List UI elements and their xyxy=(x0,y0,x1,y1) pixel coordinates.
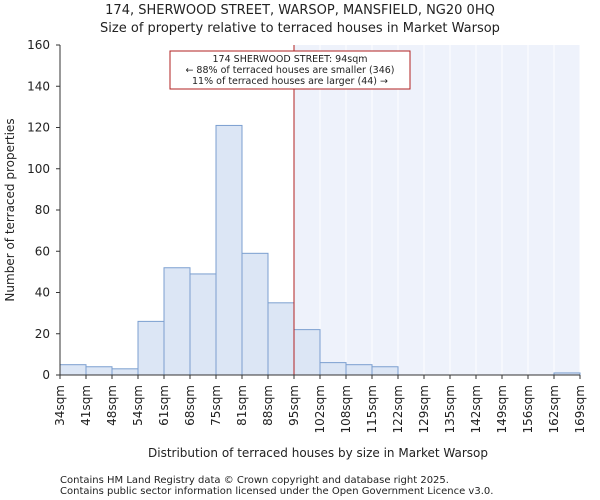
y-tick-label: 160 xyxy=(27,38,50,52)
bar-54sqm xyxy=(137,320,165,376)
x-tick-label: 81sqm xyxy=(235,385,249,426)
x-tick-label: 135sqm xyxy=(443,385,457,433)
annotation-line1: 174 SHERWOOD STREET: 94sqm xyxy=(213,54,368,65)
x-tick-label: 129sqm xyxy=(417,385,431,433)
annotation-box xyxy=(169,50,411,90)
bar-48sqm xyxy=(111,368,139,376)
bar-108sqm xyxy=(345,364,373,376)
bar-88sqm xyxy=(267,302,295,376)
y-tick-label: 60 xyxy=(35,244,50,258)
x-tick-label: 34sqm xyxy=(53,385,67,426)
footer-licence: Contains public sector information licen… xyxy=(60,486,493,497)
y-axis-ticks: 0 20 40 60 80 100 120 140 160 xyxy=(27,38,60,382)
x-axis-label: Distribution of terraced houses by size … xyxy=(148,446,488,460)
bar-75sqm xyxy=(215,124,243,376)
x-tick-label: 162sqm xyxy=(547,385,561,433)
annotation-line3: 11% of terraced houses are larger (44) → xyxy=(192,76,388,87)
y-tick-label: 140 xyxy=(27,79,50,93)
y-tick-label: 80 xyxy=(35,203,50,217)
bar-102sqm xyxy=(319,362,347,376)
x-tick-label: 68sqm xyxy=(183,385,197,426)
chart-title-line2: Size of property relative to terraced ho… xyxy=(100,21,500,36)
bars-group xyxy=(59,45,581,376)
y-tick-label: 0 xyxy=(42,368,50,382)
x-tick-label: 54sqm xyxy=(131,385,145,426)
x-tick-label: 122sqm xyxy=(391,385,405,433)
x-axis-ticks: 34sqm 41sqm 48sqm 54sqm 61sqm 68sqm 75sqm 81sqm… xyxy=(53,375,587,433)
y-tick-label: 120 xyxy=(27,121,50,135)
x-tick-label: 142sqm xyxy=(469,385,483,433)
bar-68sqm xyxy=(189,273,217,376)
bar-41sqm xyxy=(85,366,113,376)
x-tick-label: 108sqm xyxy=(339,385,353,433)
footer-copyright: Contains HM Land Registry data © Crown c… xyxy=(60,475,449,486)
y-tick-label: 20 xyxy=(35,327,50,341)
y-tick-label: 100 xyxy=(27,162,50,176)
x-tick-label: 75sqm xyxy=(209,385,223,426)
bar-95sqm xyxy=(293,329,321,376)
x-tick-label: 95sqm xyxy=(287,385,301,426)
x-tick-label: 41sqm xyxy=(79,385,93,426)
larger-properties-region xyxy=(294,45,580,375)
x-tick-label: 169sqm xyxy=(573,385,587,433)
chart-title-line1: 174, SHERWOOD STREET, WARSOP, MANSFIELD,… xyxy=(105,3,495,18)
y-tick-label: 40 xyxy=(35,286,50,300)
x-tick-label: 88sqm xyxy=(261,385,275,426)
bar-61sqm xyxy=(163,267,191,376)
x-tick-label: 149sqm xyxy=(495,385,509,433)
bar-81sqm xyxy=(241,252,269,376)
x-tick-label: 156sqm xyxy=(521,385,535,433)
annotation-line2: ← 88% of terraced houses are smaller (34… xyxy=(185,65,394,76)
bar-34sqm xyxy=(59,364,87,376)
y-axis-label: Number of terraced properties xyxy=(3,118,17,301)
x-tick-label: 61sqm xyxy=(157,385,171,426)
x-tick-label: 48sqm xyxy=(105,385,119,426)
bar-115sqm xyxy=(371,366,399,376)
x-tick-label: 102sqm xyxy=(313,385,327,433)
x-tick-label: 115sqm xyxy=(365,385,379,433)
